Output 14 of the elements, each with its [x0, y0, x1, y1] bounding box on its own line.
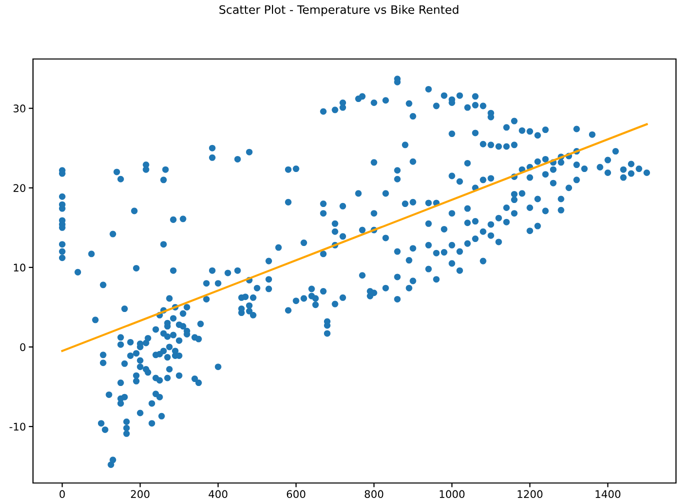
x-tick-label: 1400 — [596, 490, 620, 498]
y-tick-label: 30 — [14, 104, 26, 112]
x-tick-label: 800 — [364, 490, 384, 498]
y-tick-label: -10 — [10, 422, 26, 431]
x-tick-label: 0 — [60, 490, 65, 498]
y-tick-label: 0 — [20, 343, 26, 352]
y-tick-label: 20 — [14, 184, 26, 192]
x-tick-label: 400 — [208, 490, 228, 498]
x-tick-label: 1000 — [440, 490, 464, 498]
x-tick-label: 1200 — [518, 490, 542, 498]
x-tick-label: 600 — [286, 490, 306, 498]
chart-title: Scatter Plot - Temperature vs Bike Rented — [219, 5, 458, 16]
y-tick-label: 10 — [14, 264, 26, 272]
x-tick-label: 200 — [130, 490, 150, 498]
